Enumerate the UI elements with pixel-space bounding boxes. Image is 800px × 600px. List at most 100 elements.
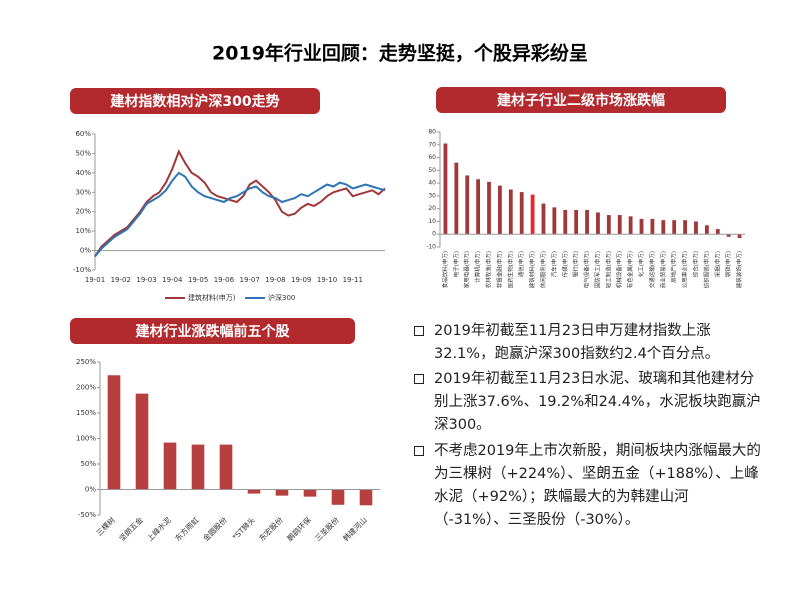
x-tick-label: 上峰水泥 <box>145 514 174 543</box>
slide-title: 2019年行业回顾：走势坚挺，个股异彩纷呈 <box>212 42 588 65</box>
bar <box>715 229 720 235</box>
x-tick-label: 19-02 <box>111 276 131 284</box>
chart-header <box>436 87 726 113</box>
bullet: 2019年初截至11月23日水泥、玻璃和其他建材分别上涨37.6%、19.2%和… <box>412 368 762 437</box>
bar <box>476 179 481 235</box>
bar <box>606 215 611 235</box>
bar <box>219 444 233 490</box>
bar <box>650 218 655 235</box>
y-tick-label: 50 <box>428 167 436 174</box>
bar <box>247 489 261 494</box>
y-tick-label: 60% <box>75 130 91 138</box>
bar <box>694 221 698 235</box>
x-tick-label: 19-03 <box>136 276 156 284</box>
y-tick-label: 50% <box>75 149 91 157</box>
x-tick-label: 有色金属(申万) <box>626 251 634 288</box>
bar <box>331 489 345 505</box>
legend-label: 建筑材料(申万) <box>188 293 236 302</box>
bar <box>683 220 687 235</box>
x-tick-label: 钢铁(申万) <box>724 251 732 277</box>
x-tick-label: 采掘(申万) <box>713 251 721 277</box>
x-tick-label: 金圆股份 <box>201 514 230 543</box>
bar <box>135 393 149 490</box>
x-tick-label: 商业贸易(申万) <box>659 251 667 288</box>
y-tick-label: 70 <box>428 141 436 148</box>
chart-title: 建材指数相对沪深300走势 <box>110 93 279 110</box>
x-tick-label: 建筑装饰(申万) <box>735 251 743 288</box>
bullet: 2019年初截至11月23日申万建材指数上涨32.1%，跑赢沪深300指数约2.… <box>412 320 762 366</box>
chart-title: 建材子行业二级市场涨跌幅 <box>497 92 665 109</box>
x-tick-label: 食品饮料(申万) <box>441 251 449 288</box>
x-tick-label: 通信(申万) <box>517 251 525 277</box>
y-tick-label: 20% <box>75 208 91 216</box>
x-tick-label: 19-05 <box>188 276 208 284</box>
x-tick-label: 非银金融(申万) <box>495 251 503 288</box>
x-tick-label: 国防军工(申万) <box>593 251 601 288</box>
x-tick-label: 医药生物(申万) <box>506 251 514 288</box>
x-tick-label: 19-06 <box>214 276 235 284</box>
x-tick-label: 19-08 <box>265 276 285 284</box>
y-tick-label: -10% <box>73 266 91 274</box>
y-tick-label: 10% <box>75 227 91 235</box>
bar <box>704 225 709 235</box>
x-tick-label: 化工(申万) <box>637 251 645 277</box>
x-tick-label: 三圣股份 <box>313 514 342 543</box>
x-tick-label: 建筑材料(申万) <box>528 251 536 288</box>
x-tick-label: *ST狮头 <box>230 514 257 541</box>
x-tick-label: 交通运输(申万) <box>648 251 656 288</box>
x-tick-label: 鹏鹞环保 <box>285 514 314 543</box>
y-tick-label: 150% <box>76 409 96 417</box>
bar <box>508 189 513 235</box>
x-tick-label: 19-07 <box>239 276 259 284</box>
x-tick-label: 机械设备(申万) <box>615 251 623 288</box>
x-tick-label: 19-09 <box>291 276 311 284</box>
bar <box>359 489 373 506</box>
bar <box>275 489 289 496</box>
bar <box>530 194 535 235</box>
y-tick-label: 50% <box>80 460 96 468</box>
bar <box>163 442 177 490</box>
x-tick-label: 19-10 <box>317 276 337 284</box>
chart-header <box>70 318 355 344</box>
y-tick-label: 60 <box>428 154 436 161</box>
y-tick-label: 0% <box>80 247 91 255</box>
legend-label: 沪深300 <box>268 293 295 302</box>
x-tick-label: 19-04 <box>162 276 183 284</box>
bar <box>107 375 121 490</box>
x-tick-label: 韩建河山 <box>341 515 369 543</box>
y-tick-label: -10 <box>426 244 436 251</box>
y-tick-label: 40% <box>75 169 91 177</box>
y-tick-label: 30 <box>428 192 436 199</box>
bar <box>443 143 448 235</box>
bar <box>585 209 589 235</box>
bar <box>661 220 666 235</box>
x-tick-label: 东宏股份 <box>257 514 286 543</box>
y-tick-label: 30% <box>75 188 91 196</box>
bar <box>454 162 459 235</box>
y-tick-label: 0 <box>432 231 436 238</box>
bar <box>672 220 677 235</box>
bar <box>726 234 731 237</box>
x-tick-label: 坚朗五金 <box>117 514 146 543</box>
bar <box>563 209 568 235</box>
y-tick-label: 100% <box>76 435 96 443</box>
bar <box>639 218 644 235</box>
bar <box>617 215 622 235</box>
y-tick-label: 200% <box>76 384 96 392</box>
bar <box>596 212 600 235</box>
bar <box>465 175 470 235</box>
bar <box>552 207 557 235</box>
x-tick-label: 休闲服务(申万) <box>539 251 547 288</box>
x-tick-label: 传媒(申万) <box>561 251 569 277</box>
x-tick-label: 综合(申万) <box>691 251 699 277</box>
x-tick-label: 东方雨虹 <box>173 514 202 543</box>
x-tick-label: 三棵树 <box>94 514 117 537</box>
bar <box>498 185 502 235</box>
x-tick-label: 电子(申万) <box>452 251 460 277</box>
y-tick-label: 250% <box>76 358 96 366</box>
x-tick-label: 家用电器(申万) <box>463 251 471 288</box>
y-tick-label: 80 <box>428 129 436 136</box>
y-tick-label: 0% <box>85 486 96 494</box>
y-tick-label: 10 <box>428 218 436 225</box>
